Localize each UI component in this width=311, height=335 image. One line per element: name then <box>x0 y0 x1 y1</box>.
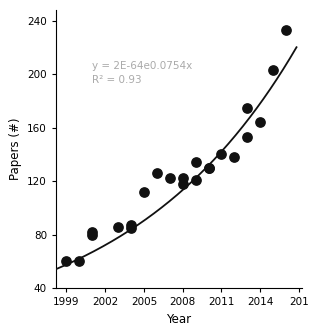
Point <box>258 120 263 125</box>
Point <box>193 177 198 183</box>
Point <box>206 165 211 171</box>
Point <box>154 171 159 176</box>
Text: y = 2E-64e0.0754x
R² = 0.93: y = 2E-64e0.0754x R² = 0.93 <box>92 61 193 85</box>
Point <box>142 189 146 195</box>
Point <box>284 27 289 33</box>
Point <box>64 259 69 264</box>
Point <box>90 229 95 234</box>
Point <box>245 134 250 140</box>
X-axis label: Year: Year <box>166 313 191 326</box>
Point <box>180 181 185 187</box>
Point <box>90 232 95 237</box>
Y-axis label: Papers (#): Papers (#) <box>9 118 22 180</box>
Point <box>77 259 82 264</box>
Point <box>180 176 185 181</box>
Point <box>245 105 250 110</box>
Point <box>193 160 198 165</box>
Point <box>206 165 211 171</box>
Point <box>167 176 172 181</box>
Point <box>128 222 133 228</box>
Point <box>271 68 276 73</box>
Point <box>116 224 121 229</box>
Point <box>232 154 237 160</box>
Point <box>219 152 224 157</box>
Point <box>128 225 133 230</box>
